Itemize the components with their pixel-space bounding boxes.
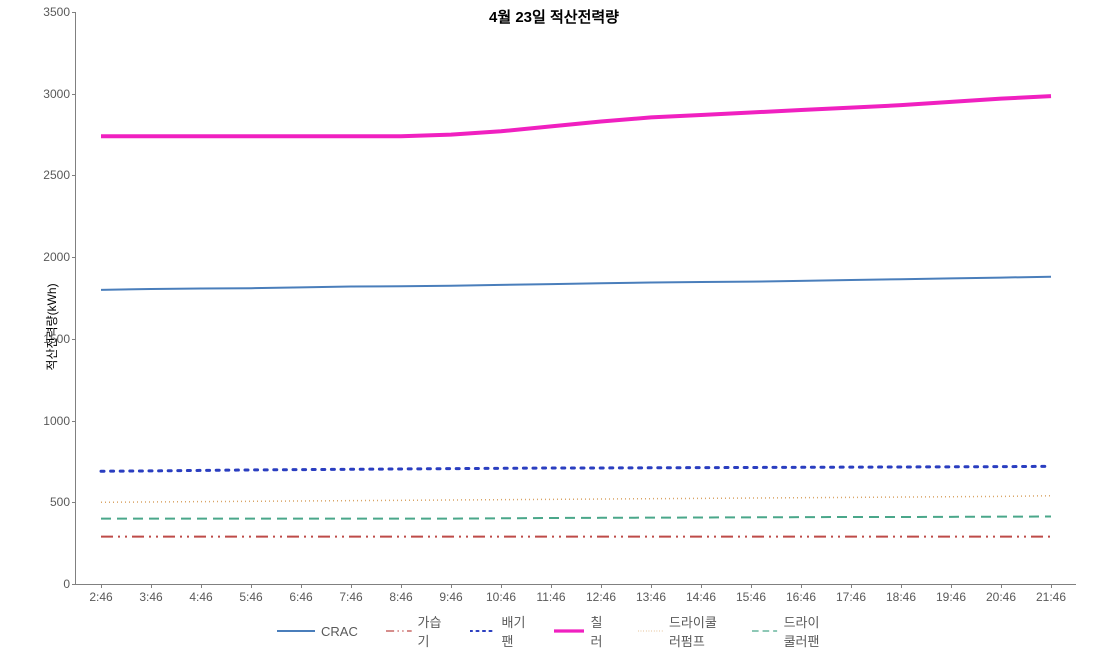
x-tick-label: 5:46	[239, 590, 262, 604]
x-tick-mark	[801, 584, 802, 588]
x-tick-label: 9:46	[439, 590, 462, 604]
x-tick-mark	[951, 584, 952, 588]
legend-label: 드라이쿨러펌프	[669, 612, 725, 650]
y-tick-mark	[72, 175, 76, 176]
x-tick-mark	[351, 584, 352, 588]
legend-swatch	[386, 624, 412, 638]
x-tick-label: 16:46	[786, 590, 816, 604]
legend-label: CRAC	[321, 624, 358, 639]
x-tick-label: 3:46	[139, 590, 162, 604]
x-tick-label: 19:46	[936, 590, 966, 604]
y-tick-mark	[72, 12, 76, 13]
x-tick-mark	[551, 584, 552, 588]
y-tick-mark	[72, 584, 76, 585]
legend: CRAC 가습기 배기팬 칠러 드라이쿨러펌프 드라이쿨러팬	[277, 612, 831, 650]
y-axis-label: 적산전력량(kWh)	[43, 283, 60, 370]
legend-item: CRAC	[277, 624, 358, 639]
x-tick-mark	[1051, 584, 1052, 588]
x-tick-label: 21:46	[1036, 590, 1066, 604]
x-tick-mark	[201, 584, 202, 588]
x-tick-label: 6:46	[289, 590, 312, 604]
x-tick-label: 17:46	[836, 590, 866, 604]
series-line	[101, 96, 1051, 136]
x-tick-label: 13:46	[636, 590, 666, 604]
y-tick-mark	[72, 421, 76, 422]
x-tick-mark	[751, 584, 752, 588]
legend-label: 칠러	[590, 612, 609, 650]
legend-label: 드라이쿨러팬	[784, 612, 831, 650]
y-tick-mark	[72, 339, 76, 340]
x-tick-label: 20:46	[986, 590, 1016, 604]
x-tick-mark	[651, 584, 652, 588]
x-tick-mark	[601, 584, 602, 588]
y-tick-label: 3500	[43, 5, 70, 19]
plot-area: 05001000150020002500300035002:463:464:46…	[75, 12, 1076, 585]
x-tick-label: 18:46	[886, 590, 916, 604]
x-tick-label: 10:46	[486, 590, 516, 604]
series-line	[101, 496, 1051, 503]
y-tick-label: 0	[63, 577, 70, 591]
x-tick-mark	[101, 584, 102, 588]
y-tick-label: 2500	[43, 168, 70, 182]
x-tick-mark	[901, 584, 902, 588]
series-line	[101, 466, 1051, 471]
legend-item: 칠러	[554, 612, 610, 650]
legend-label: 가습기	[418, 612, 442, 650]
y-tick-label: 2000	[43, 250, 70, 264]
x-tick-label: 15:46	[736, 590, 766, 604]
legend-swatch	[638, 624, 663, 638]
legend-label: 배기팬	[502, 612, 526, 650]
x-tick-mark	[451, 584, 452, 588]
chart-container: 4월 23일 적산전력량 적산전력량(kWh) 0500100015002000…	[0, 0, 1108, 654]
x-tick-label: 14:46	[686, 590, 716, 604]
x-tick-mark	[1001, 584, 1002, 588]
x-tick-mark	[851, 584, 852, 588]
x-tick-mark	[151, 584, 152, 588]
plot-svg	[76, 12, 1076, 584]
legend-swatch	[752, 624, 777, 638]
x-tick-mark	[701, 584, 702, 588]
legend-item: 드라이쿨러펌프	[638, 612, 725, 650]
legend-item: 가습기	[386, 612, 442, 650]
legend-swatch	[470, 624, 496, 638]
y-tick-mark	[72, 502, 76, 503]
x-tick-label: 8:46	[389, 590, 412, 604]
x-tick-mark	[401, 584, 402, 588]
x-tick-mark	[251, 584, 252, 588]
legend-swatch	[554, 624, 585, 638]
x-tick-label: 11:46	[536, 590, 565, 604]
y-tick-label: 1000	[43, 414, 70, 428]
series-line	[101, 517, 1051, 519]
x-tick-label: 7:46	[339, 590, 362, 604]
y-tick-label: 500	[50, 495, 70, 509]
y-tick-label: 1500	[43, 332, 70, 346]
y-tick-mark	[72, 94, 76, 95]
x-tick-label: 12:46	[586, 590, 616, 604]
x-tick-label: 4:46	[189, 590, 212, 604]
series-line	[101, 277, 1051, 290]
x-tick-mark	[501, 584, 502, 588]
legend-item: 드라이쿨러팬	[752, 612, 831, 650]
x-tick-mark	[301, 584, 302, 588]
legend-swatch	[277, 624, 315, 638]
x-tick-label: 2:46	[89, 590, 112, 604]
y-tick-label: 3000	[43, 87, 70, 101]
legend-item: 배기팬	[470, 612, 526, 650]
y-tick-mark	[72, 257, 76, 258]
